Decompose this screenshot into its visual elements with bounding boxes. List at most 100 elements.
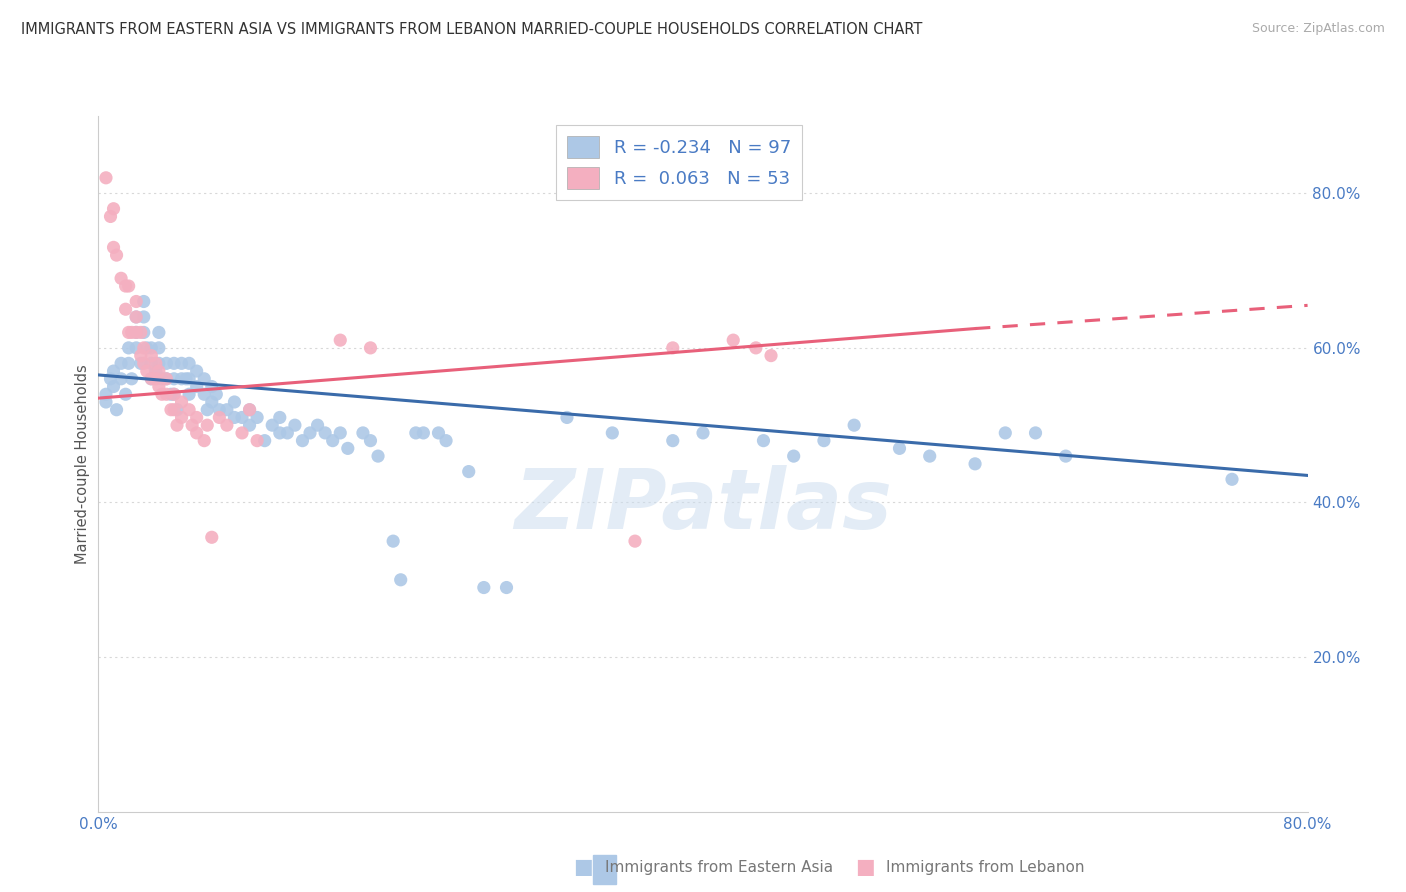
Point — [405, 425, 427, 440]
Y-axis label: Married-couple Households: Married-couple Households — [75, 364, 90, 564]
Point — [208, 410, 231, 425]
Point — [110, 356, 132, 370]
Point — [103, 202, 125, 216]
Point — [129, 356, 152, 370]
Point — [918, 449, 941, 463]
Point — [193, 434, 215, 448]
Point — [94, 395, 117, 409]
Point — [1054, 449, 1077, 463]
Point — [141, 349, 163, 363]
Point — [186, 364, 208, 378]
Point — [118, 279, 141, 293]
Point — [360, 434, 382, 448]
Point — [125, 341, 148, 355]
Point — [186, 425, 208, 440]
Point — [291, 434, 314, 448]
Point — [155, 356, 177, 370]
Point — [661, 434, 683, 448]
Point — [145, 364, 167, 378]
Point — [132, 341, 155, 355]
Point — [148, 364, 170, 378]
Point — [103, 240, 125, 254]
Point — [336, 442, 359, 456]
Point — [125, 310, 148, 324]
Point — [193, 387, 215, 401]
Point — [145, 356, 167, 370]
Point — [215, 402, 238, 417]
Point — [661, 341, 683, 355]
Point — [160, 387, 183, 401]
Point — [1024, 425, 1046, 440]
Point — [783, 449, 806, 463]
Point — [129, 349, 152, 363]
Point — [105, 402, 128, 417]
Point — [307, 418, 329, 433]
Point — [132, 356, 155, 370]
Point — [994, 425, 1017, 440]
Point — [100, 372, 122, 386]
Legend: R = -0.234   N = 97, R =  0.063   N = 53: R = -0.234 N = 97, R = 0.063 N = 53 — [555, 125, 801, 200]
Point — [155, 372, 177, 386]
Point — [179, 372, 201, 386]
Point — [103, 379, 125, 393]
Point — [382, 534, 405, 549]
Point — [170, 395, 193, 409]
Text: ■: ■ — [855, 857, 875, 877]
Point — [262, 418, 284, 433]
Point — [145, 372, 167, 386]
Point — [125, 310, 148, 324]
Point — [163, 356, 186, 370]
Point — [208, 402, 231, 417]
Point — [94, 387, 117, 401]
Point — [103, 364, 125, 378]
Point — [231, 410, 253, 425]
Point — [121, 326, 143, 340]
Point — [125, 294, 148, 309]
Point — [322, 434, 344, 448]
Point — [314, 425, 336, 440]
Point — [253, 434, 276, 448]
Point — [170, 356, 193, 370]
Point — [118, 326, 141, 340]
Point — [150, 387, 173, 401]
Point — [141, 372, 163, 386]
Point — [100, 210, 122, 224]
Point — [889, 442, 911, 456]
Point — [141, 341, 163, 355]
Point — [141, 356, 163, 370]
Point — [125, 326, 148, 340]
Point — [148, 379, 170, 393]
Point — [246, 434, 269, 448]
Text: IMMIGRANTS FROM EASTERN ASIA VS IMMIGRANTS FROM LEBANON MARRIED-COUPLE HOUSEHOLD: IMMIGRANTS FROM EASTERN ASIA VS IMMIGRAN… — [21, 22, 922, 37]
Point — [186, 379, 208, 393]
Point — [110, 271, 132, 285]
Text: ■: ■ — [574, 857, 593, 877]
Text: Immigrants from Eastern Asia: Immigrants from Eastern Asia — [605, 860, 832, 874]
Point — [141, 372, 163, 386]
Point — [129, 326, 152, 340]
Point — [813, 434, 835, 448]
Point — [179, 356, 201, 370]
Point — [965, 457, 987, 471]
Point — [163, 387, 186, 401]
Point — [163, 402, 186, 417]
Point — [624, 534, 647, 549]
Point — [150, 372, 173, 386]
Point — [118, 356, 141, 370]
Point — [205, 387, 228, 401]
Text: ZIPatlas: ZIPatlas — [515, 465, 891, 546]
Point — [170, 372, 193, 386]
Point — [174, 372, 197, 386]
Point — [148, 326, 170, 340]
Point — [276, 425, 298, 440]
Point — [472, 581, 495, 595]
Point — [114, 279, 136, 293]
Text: Source: ZipAtlas.com: Source: ZipAtlas.com — [1251, 22, 1385, 36]
Point — [434, 434, 457, 448]
Point — [155, 387, 177, 401]
Point — [121, 372, 143, 386]
Point — [201, 530, 224, 544]
Point — [148, 341, 170, 355]
Point — [135, 364, 157, 378]
Point — [110, 372, 132, 386]
